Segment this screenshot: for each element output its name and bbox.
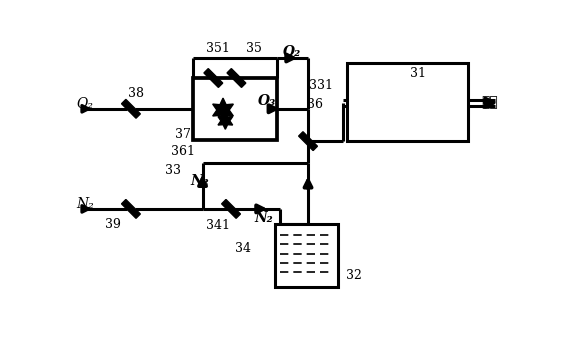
Text: 34: 34 — [235, 242, 251, 255]
Polygon shape — [213, 98, 234, 122]
Bar — [192, 78, 277, 140]
Text: O₂: O₂ — [282, 45, 301, 59]
Polygon shape — [204, 69, 223, 88]
Text: 35: 35 — [246, 42, 262, 55]
Bar — [275, 224, 338, 287]
Bar — [347, 63, 468, 141]
Text: N₂: N₂ — [254, 211, 273, 225]
Text: 31: 31 — [410, 67, 426, 80]
Text: 尾气: 尾气 — [481, 96, 498, 110]
Polygon shape — [222, 199, 241, 218]
Text: N₂: N₂ — [76, 197, 94, 211]
Text: 361: 361 — [170, 145, 195, 158]
Text: 38: 38 — [129, 87, 144, 100]
Text: 351: 351 — [206, 42, 230, 55]
Text: 331: 331 — [309, 79, 333, 92]
Text: O₃: O₃ — [258, 94, 276, 108]
Text: 36: 36 — [307, 98, 323, 111]
Text: 37: 37 — [174, 129, 191, 142]
Text: 39: 39 — [105, 218, 121, 231]
Text: 32: 32 — [346, 269, 362, 282]
Polygon shape — [122, 199, 141, 218]
Polygon shape — [298, 132, 317, 150]
Text: O₂: O₂ — [76, 97, 93, 111]
Text: N₂: N₂ — [190, 174, 209, 188]
Polygon shape — [227, 69, 246, 88]
Polygon shape — [218, 112, 232, 129]
Text: 33: 33 — [165, 164, 181, 177]
Text: 341: 341 — [206, 219, 230, 232]
Polygon shape — [122, 100, 141, 118]
